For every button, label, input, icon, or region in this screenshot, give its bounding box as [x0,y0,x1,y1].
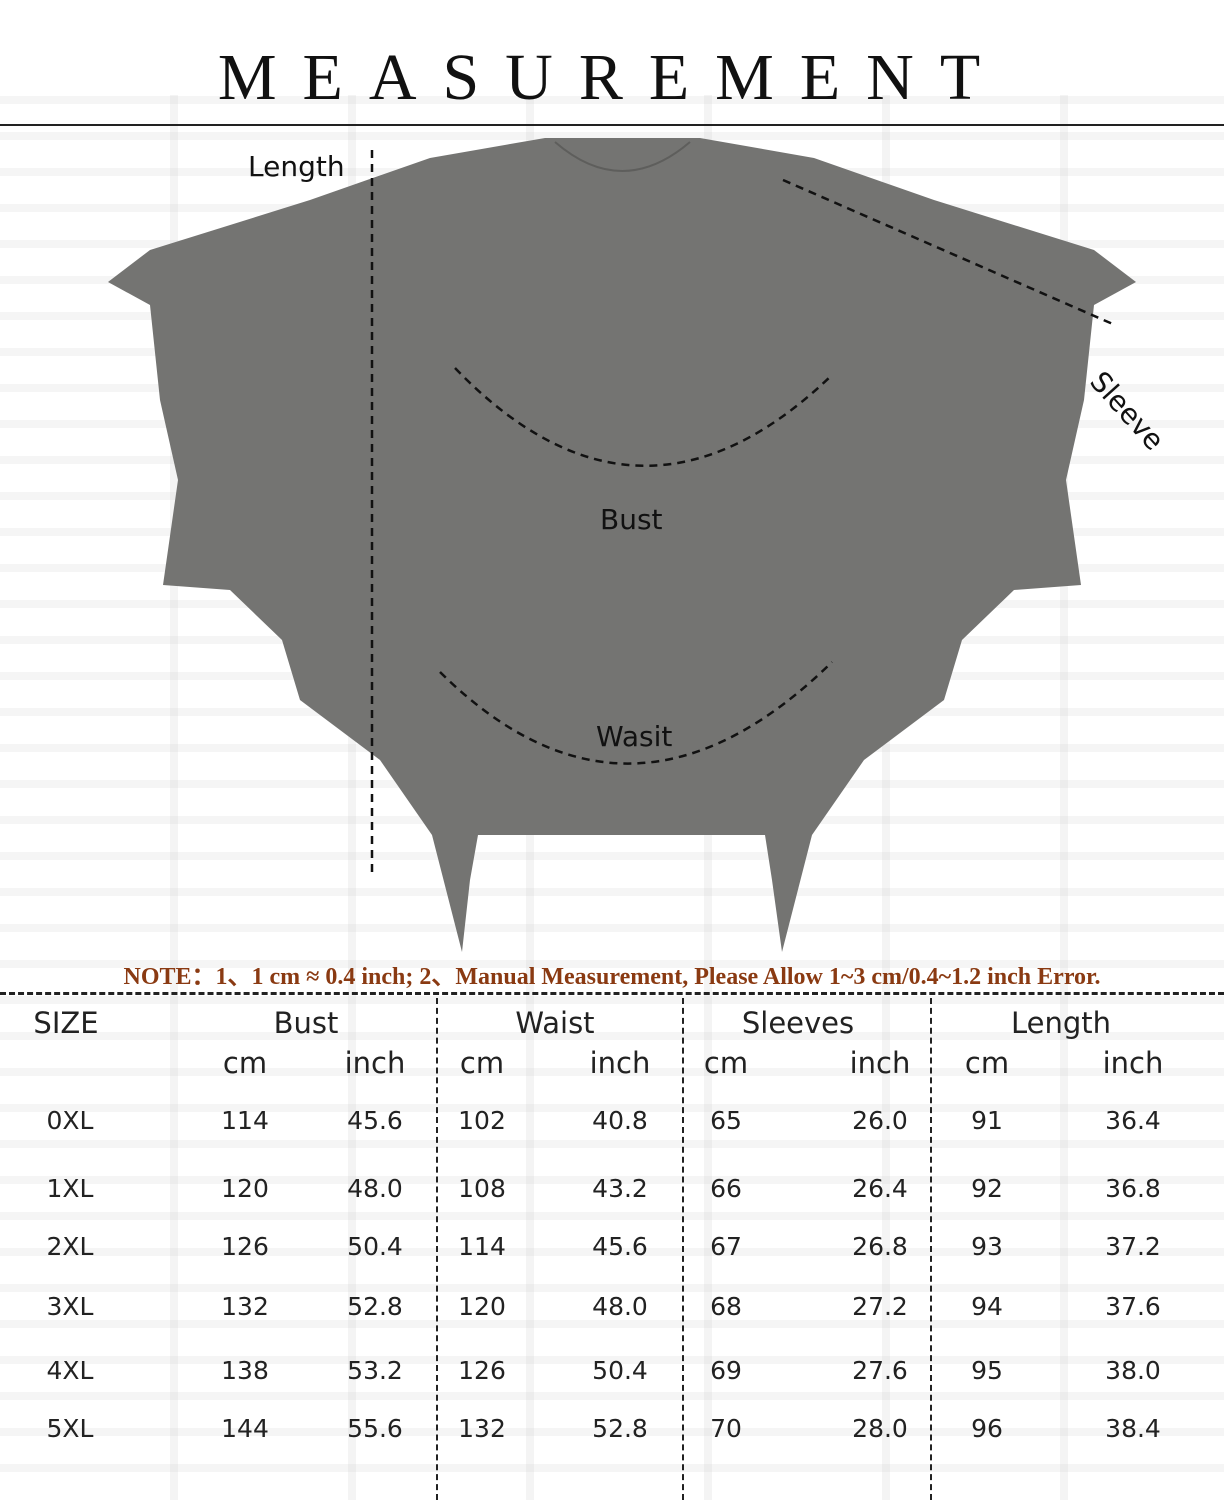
measurement-cell: 102 [458,1106,506,1135]
measurement-cell: 26.8 [852,1232,908,1261]
size-cell: 1XL [46,1174,94,1203]
size-cell: 2XL [46,1232,94,1261]
page-title: MEASUREMENT [217,41,1007,114]
size-cell: 4XL [46,1356,94,1385]
size-cell: 0XL [46,1106,94,1135]
measurement-cell: 53.2 [347,1356,403,1385]
size-header: SIZE [33,1006,99,1040]
measurement-cell: 66 [710,1174,742,1203]
unit-header-cm: cm [459,1046,505,1080]
measurement-cell: 67 [710,1232,742,1261]
unit-header-inch: inch [344,1046,406,1080]
measurement-cell: 55.6 [347,1414,403,1443]
measurement-note: NOTE：1、1 cm ≈ 0.4 inch; 2、Manual Measure… [123,964,1101,990]
measurement-cell: 132 [458,1414,506,1443]
column-divider [682,998,684,1500]
measurement-cell: 93 [971,1232,1003,1261]
measurement-cell: 37.2 [1105,1232,1161,1261]
measurement-cell: 91 [971,1106,1003,1135]
measurement-cell: 126 [221,1232,269,1261]
measurement-cell: 40.8 [592,1106,648,1135]
size-cell: 5XL [46,1414,94,1443]
measurement-cell: 108 [458,1174,506,1203]
measurement-cell: 38.4 [1105,1414,1161,1443]
length-label: Length [248,150,345,183]
measurement-cell: 114 [221,1106,269,1135]
unit-header-inch: inch [849,1046,911,1080]
measurement-cell: 26.0 [852,1106,908,1135]
garment-diagram [108,138,1136,952]
measurement-cell: 27.2 [852,1292,908,1321]
measurement-cell: 43.2 [592,1174,648,1203]
measurement-cell: 95 [971,1356,1003,1385]
group-header-length: Length [1010,1006,1112,1040]
size-cell: 3XL [46,1292,94,1321]
group-header-sleeves: Sleeves [741,1006,855,1040]
measurement-cell: 144 [221,1414,269,1443]
measurement-cell: 138 [221,1356,269,1385]
unit-header-inch: inch [589,1046,651,1080]
measurement-cell: 94 [971,1292,1003,1321]
measurement-cell: 50.4 [347,1232,403,1261]
measurement-cell: 120 [458,1292,506,1321]
measurement-cell: 96 [971,1414,1003,1443]
measurement-cell: 92 [971,1174,1003,1203]
measurement-cell: 26.4 [852,1174,908,1203]
title-divider [0,124,1224,126]
bust-label: Bust [600,503,663,536]
neckline [554,141,691,172]
unit-header-cm: cm [703,1046,749,1080]
measurement-cell: 48.0 [592,1292,648,1321]
unit-header-cm: cm [964,1046,1010,1080]
measurement-cell: 38.0 [1105,1356,1161,1385]
measurement-cell: 27.6 [852,1356,908,1385]
garment-silhouette [108,138,1136,952]
measurement-cell: 120 [221,1174,269,1203]
measurement-cell: 69 [710,1356,742,1385]
group-header-waist: Waist [515,1006,595,1040]
table-top-divider [0,992,1224,995]
measurement-cell: 65 [710,1106,742,1135]
unit-header-inch: inch [1102,1046,1164,1080]
waist-label: Wasit [596,720,673,753]
measurement-cell: 70 [710,1414,742,1443]
column-divider [436,998,438,1500]
measurement-cell: 36.4 [1105,1106,1161,1135]
measurement-cell: 132 [221,1292,269,1321]
measurement-cell: 45.6 [347,1106,403,1135]
column-divider [930,998,932,1500]
measurement-cell: 52.8 [347,1292,403,1321]
bust-measure-arc [454,367,833,467]
measurement-cell: 114 [458,1232,506,1261]
measurement-cell: 50.4 [592,1356,648,1385]
measurement-cell: 37.6 [1105,1292,1161,1321]
measurement-cell: 28.0 [852,1414,908,1443]
sleeve-measure-line [782,178,1116,327]
measurement-cell: 68 [710,1292,742,1321]
measurement-cell: 48.0 [347,1174,403,1203]
measurement-cell: 126 [458,1356,506,1385]
measurement-cell: 45.6 [592,1232,648,1261]
group-header-bust: Bust [273,1006,339,1040]
measurement-cell: 36.8 [1105,1174,1161,1203]
measurement-cell: 52.8 [592,1414,648,1443]
unit-header-cm: cm [222,1046,268,1080]
